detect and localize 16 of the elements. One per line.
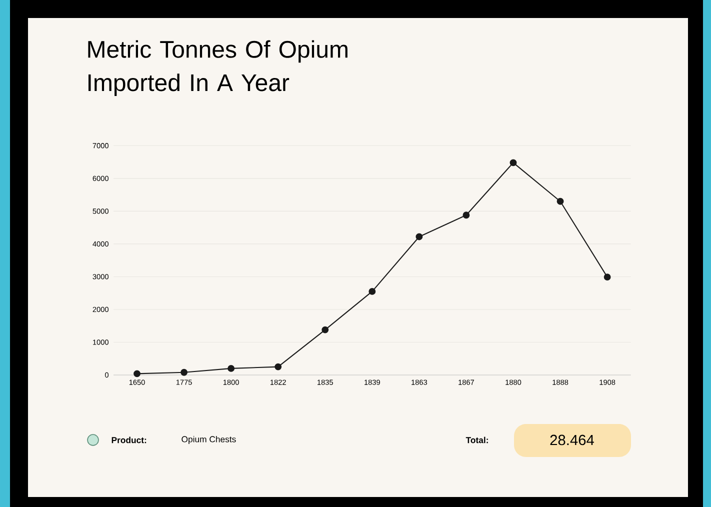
point [510, 159, 517, 166]
point [556, 198, 564, 205]
point [228, 364, 235, 372]
text: Opium Chests [182, 436, 236, 444]
chart-title: Metric Tonnes Of Opium Imported In A Year [88, 40, 348, 96]
text: 28.464 [550, 434, 594, 446]
text: Total: [466, 436, 488, 444]
point [274, 363, 282, 370]
point [368, 288, 376, 295]
point [416, 233, 423, 240]
point [322, 326, 329, 334]
point [604, 274, 611, 280]
text: Product: [112, 436, 146, 444]
point [134, 370, 140, 378]
point [180, 368, 188, 376]
point [462, 212, 470, 219]
